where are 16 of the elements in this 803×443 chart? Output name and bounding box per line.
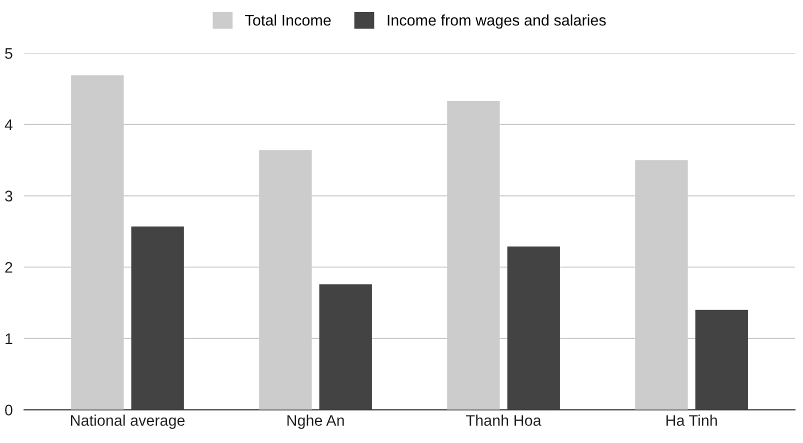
y-tick-label: 0 bbox=[5, 404, 12, 416]
x-tick-label: Ha Tinh bbox=[666, 414, 717, 426]
bar bbox=[319, 284, 372, 410]
x-tick-label: Thanh Hoa bbox=[466, 414, 542, 426]
y-tick-label: 2 bbox=[5, 262, 12, 273]
x-tick-label: Nghe An bbox=[287, 414, 344, 429]
x-tick-label: National average bbox=[71, 414, 185, 429]
y-tick-label: 1 bbox=[6, 333, 12, 344]
bar bbox=[131, 226, 184, 410]
legend-label: Income from wages and salaries bbox=[388, 14, 606, 29]
y-tick-label: 4 bbox=[4, 120, 13, 130]
legend-label: Total Income bbox=[245, 14, 331, 26]
y-tick-label: 3 bbox=[5, 190, 12, 202]
y-tick-label: 5 bbox=[5, 48, 12, 59]
bar bbox=[695, 310, 748, 410]
bar bbox=[507, 246, 560, 410]
